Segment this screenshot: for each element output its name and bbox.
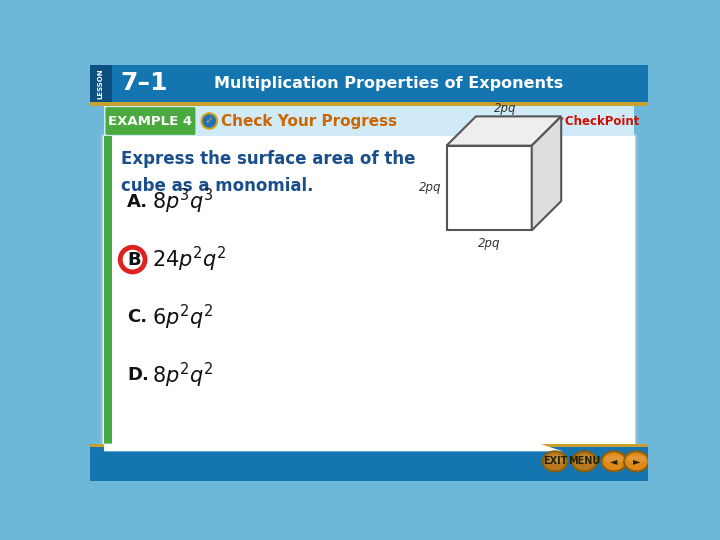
FancyBboxPatch shape: [90, 102, 648, 106]
FancyBboxPatch shape: [90, 444, 648, 448]
Text: Check Your Progress: Check Your Progress: [221, 113, 397, 129]
Text: 7–1: 7–1: [120, 71, 168, 95]
Polygon shape: [446, 146, 532, 231]
FancyBboxPatch shape: [90, 448, 648, 481]
Text: 2pq: 2pq: [478, 237, 500, 249]
Ellipse shape: [545, 455, 565, 463]
Text: 2pq: 2pq: [419, 181, 442, 194]
Polygon shape: [90, 65, 112, 102]
Text: ►: ►: [633, 456, 640, 467]
FancyBboxPatch shape: [104, 137, 112, 444]
FancyBboxPatch shape: [102, 134, 636, 447]
FancyBboxPatch shape: [90, 65, 648, 102]
Text: C.: C.: [127, 308, 148, 326]
Text: EXIT: EXIT: [543, 456, 567, 467]
Text: $24p^2q^2$: $24p^2q^2$: [152, 245, 227, 274]
Text: MENU: MENU: [568, 456, 600, 467]
Text: ✓: ✓: [204, 116, 214, 126]
Circle shape: [202, 113, 217, 129]
FancyBboxPatch shape: [104, 106, 634, 137]
Ellipse shape: [601, 451, 626, 471]
Ellipse shape: [626, 455, 647, 463]
Text: $6p^2q^2$: $6p^2q^2$: [152, 303, 214, 332]
Polygon shape: [532, 117, 561, 231]
Polygon shape: [446, 117, 561, 146]
FancyBboxPatch shape: [90, 65, 648, 481]
Text: LESSON: LESSON: [98, 68, 104, 99]
Text: B.: B.: [127, 251, 148, 268]
Ellipse shape: [572, 451, 597, 471]
FancyBboxPatch shape: [106, 107, 195, 135]
Text: ✓CheckPoint: ✓CheckPoint: [555, 114, 639, 127]
Ellipse shape: [624, 451, 649, 471]
Ellipse shape: [543, 451, 567, 471]
Text: $8p^2q^2$: $8p^2q^2$: [152, 361, 214, 390]
Text: A.: A.: [127, 193, 148, 211]
Text: EXAMPLE 4: EXAMPLE 4: [109, 114, 192, 127]
Ellipse shape: [604, 455, 624, 463]
Text: ◄: ◄: [610, 456, 618, 467]
Text: Express the surface area of the
cube as a monomial.: Express the surface area of the cube as …: [121, 150, 415, 194]
Ellipse shape: [575, 455, 595, 463]
Text: $8p^3q^3$: $8p^3q^3$: [152, 187, 214, 217]
Text: 2pq: 2pq: [494, 102, 517, 115]
Polygon shape: [104, 444, 563, 451]
Text: Multiplication Properties of Exponents: Multiplication Properties of Exponents: [214, 76, 563, 91]
Text: D.: D.: [127, 366, 149, 384]
